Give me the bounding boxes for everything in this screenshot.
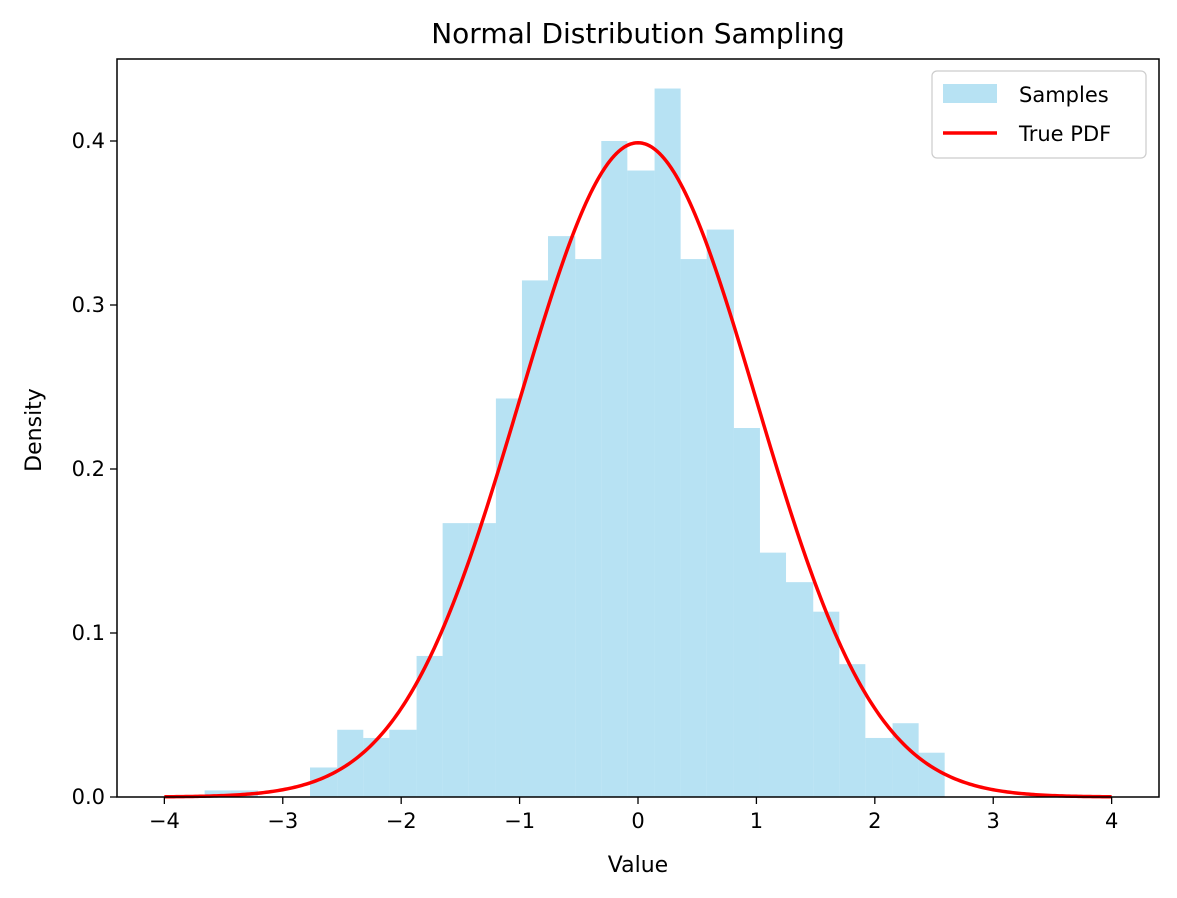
- y-tick-label: 0.0: [72, 785, 105, 809]
- y-tick-label: 0.4: [72, 129, 105, 153]
- histogram-bar-20: [733, 428, 760, 797]
- histogram-bar-25: [865, 737, 893, 797]
- x-tick-label: −2: [386, 809, 417, 833]
- histogram-bar-12: [521, 280, 549, 797]
- x-tick-label: 3: [987, 809, 1000, 833]
- y-axis-label: Density: [22, 388, 47, 472]
- x-tick-label: 4: [1105, 809, 1118, 833]
- histogram-bar-15: [601, 141, 628, 797]
- x-tick-label: 1: [750, 809, 763, 833]
- x-axis-label: Value: [608, 853, 668, 878]
- histogram-bar-11: [495, 398, 522, 797]
- histogram-bar-17: [654, 88, 681, 797]
- histogram-bar-16: [627, 170, 655, 797]
- y-tick-label: 0.1: [72, 621, 105, 645]
- legend-label-true-pdf: True PDF: [1018, 122, 1111, 146]
- x-tick-label: −4: [149, 809, 180, 833]
- x-tick-label: 2: [868, 809, 881, 833]
- histogram-bar-0: [204, 790, 231, 797]
- legend: Samples True PDF: [931, 70, 1147, 159]
- histogram-bar-21: [759, 552, 787, 797]
- histogram-bar-18: [680, 259, 707, 798]
- histogram-bar-10: [468, 523, 496, 797]
- histogram-bar-8: [416, 655, 443, 797]
- chart-title: Normal Distribution Sampling: [431, 17, 845, 50]
- x-tick-label: −1: [504, 809, 535, 833]
- pdf-line: [164, 140, 1112, 799]
- histogram-bar-9: [442, 523, 469, 797]
- y-axis-ticks: 0.0 0.1 0.2 0.3 0.4: [72, 129, 117, 809]
- histogram-bar-14: [575, 259, 602, 798]
- y-tick-label: 0.3: [72, 293, 105, 317]
- histogram-bar-23: [813, 611, 840, 797]
- x-axis-ticks: −4 −3 −2 −1 0 1 2 3 4: [149, 797, 1118, 833]
- x-tick-label: 0: [631, 809, 644, 833]
- legend-label-samples: Samples: [1019, 83, 1109, 107]
- histogram-bar-7: [389, 729, 417, 797]
- histogram-bar-13: [548, 236, 576, 797]
- legend-swatch-samples: [943, 84, 997, 103]
- histogram-bars: [204, 88, 945, 798]
- histogram-bar-22: [786, 582, 814, 797]
- histogram-bar-19: [706, 229, 734, 797]
- x-tick-label: −3: [267, 809, 298, 833]
- pdf-curve: [164, 140, 1112, 799]
- y-tick-label: 0.2: [72, 457, 105, 481]
